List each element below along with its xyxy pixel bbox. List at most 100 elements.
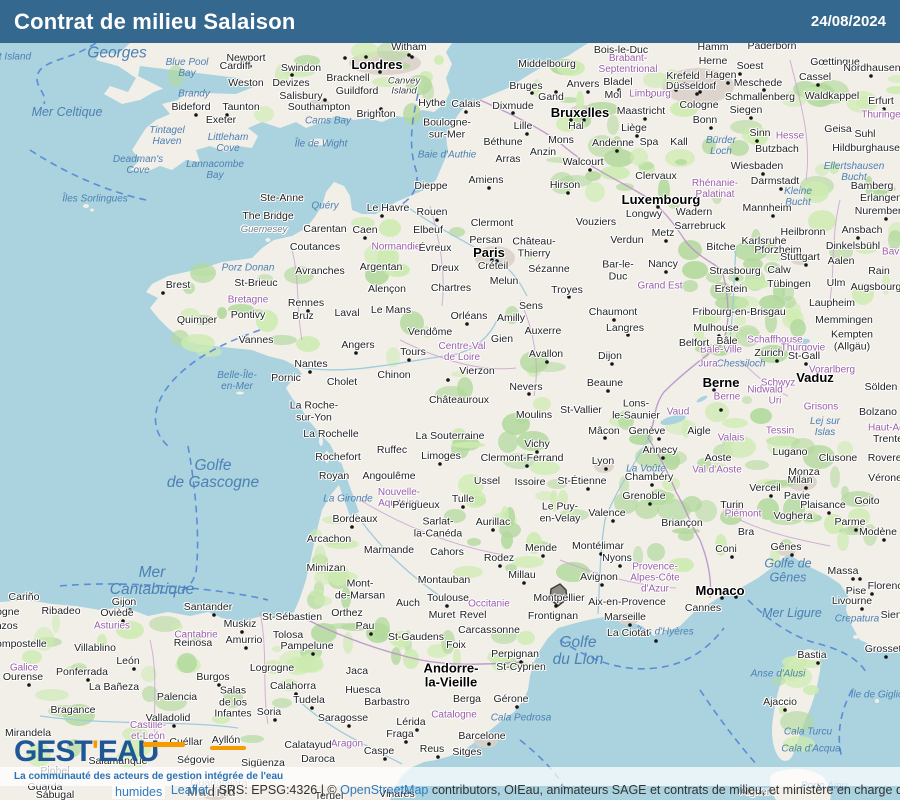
map-label: Zurich [754,347,784,360]
zones-humides-link-part2[interactable]: humides [115,785,163,799]
openstreetmap-link[interactable]: OpenStreetMap [340,783,429,797]
map-labels: Georges t Island Mer Celtique Blue Pool Bay… [0,43,900,800]
map-label: La Ciotat [606,627,650,640]
map-label: Schaffhouse [747,334,803,346]
map-label: Muskiz [223,618,257,631]
map-label: Issoire [514,476,546,489]
map-label: Taunton [222,101,260,114]
map-label: Mer Cantabrique [109,563,195,598]
map-label: Nevers [509,381,543,394]
map-label: Normandie [371,241,421,253]
attribution-srs: | SRS: EPSG:4326 | © [208,783,341,797]
map-label: Witham [391,43,427,54]
map-label: Spa [639,136,659,149]
map-viewport[interactable]: Georges t Island Mer Celtique Blue Pool Bay… [0,43,900,800]
map-label: Frontignan [527,610,579,623]
map-label: Bracknell [326,72,370,85]
map-label: Guernesey [240,223,288,235]
map-label: Herne [698,55,728,68]
map-label: Orléans [450,310,488,323]
map-label: Uri [768,395,782,407]
map-label: Bragance [50,704,96,717]
map-label: Bavière [882,246,900,258]
map-label: Porz Donan [221,262,275,274]
map-label: Trente [873,433,900,446]
map-label: Erstein [714,283,748,296]
map-label: Bar-le- Duc [602,258,634,282]
map-label: Moulins [515,409,553,422]
map-label: Cala Turcu [783,726,833,738]
map-label: Vaduz [796,369,834,385]
map-label: Vérone [868,472,900,485]
map-label: Kleine Bucht [784,186,812,208]
map-label: Brest [165,279,191,292]
map-label: Asturies [93,620,131,632]
map-label: Hal [568,120,584,133]
map-label: Grand Est [637,280,683,292]
map-label: Tolosa [272,629,304,642]
map-label: Belfort [678,337,710,350]
map-label: Thuringe [861,109,900,121]
map-label: La Souterraine [415,430,485,443]
map-label: Sinn [749,127,771,140]
map-label: Avallon [528,348,564,361]
gesteau-logo[interactable]: GEST'EAU La communauté des acteurs de ge… [14,737,314,783]
map-label: Canvey Island [387,75,421,97]
map-label: Limoges [421,450,461,463]
map-label: Bruz [292,310,314,323]
map-label: Luxembourg [621,191,701,207]
map-label: Rochefort [315,451,361,464]
map-label: Waldkappel [804,90,860,103]
map-label: Vaud [666,406,690,418]
leaflet-link[interactable]: Leaflet [170,783,209,797]
map-label: Béthune [483,136,523,149]
map-label: Düsseldorf [665,80,717,93]
map-label: Cams Bay [304,115,352,127]
map-label: Avranches [295,265,345,278]
map-label: Aoste [704,452,732,465]
map-label: Huesca [345,684,381,697]
map-label: Mont- de-Marsan [334,577,386,601]
map-label: Cannes [684,602,722,615]
map-label: Erfurt [868,95,894,108]
map-label: Guildford [335,85,379,98]
map-label: Anse d'Alusi [750,668,806,680]
map-label: Palencia [156,691,198,704]
map-label: Tintagel Haven [149,125,185,147]
map-label: Briançon [661,517,703,530]
map-label: Genève [628,425,666,438]
map-label: Nordhausen [843,62,900,75]
map-label: Brabant- Septentrional [598,53,658,75]
map-label: Îles Sorlingues [62,193,128,205]
map-label: Chaumont [588,306,638,319]
map-label: Ribadeo [41,605,81,618]
map-label: Cassel [798,71,832,84]
map-label: Dixmude [492,100,534,113]
map-label: Aix-en-Provence [588,596,666,609]
map-label: Haut-Adige [867,422,900,434]
map-label: Calais [451,98,481,111]
map-label: Hamm [697,43,729,54]
map-label: Paris [473,244,505,260]
attribution-text-wrap: humides [112,785,166,799]
map-label: Nuremberg [854,205,900,218]
map-label: Sézanne [528,263,570,276]
map-label: Chambéry [624,471,674,484]
map-label: Revel [459,609,487,622]
map-label: Pise [845,585,867,598]
map-label: Rovereto [867,452,900,465]
map-label: Memmingen [815,314,873,327]
map-label: Millau [508,569,536,582]
map-label: Logrogne [249,662,295,675]
map-label: Aurillac [475,516,511,529]
map-label: Pforzheim [754,244,802,257]
map-label: Lannacombe Bay [186,159,244,181]
map-label: Bra [737,526,755,539]
map-label: Krefeld [666,70,700,83]
map-label: Bürder Loch [705,135,737,157]
map-label: Soest [736,60,764,73]
map-label: Anzin [529,146,557,159]
map-label: Amilly [497,312,525,325]
map-label: Butzbach [755,143,799,156]
